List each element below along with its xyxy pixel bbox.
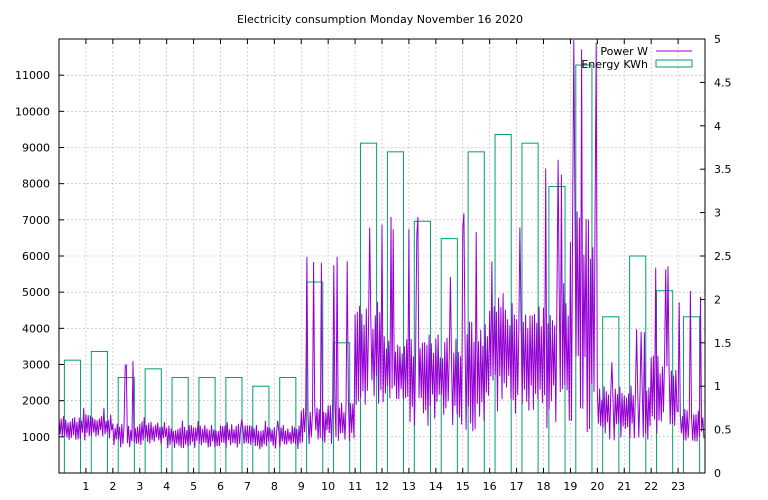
x-tick-label: 12 [375,480,389,493]
y-left-tick-label: 7000 [22,214,50,227]
y-axis-right: 0 0.5 1 1.5 2 2.5 3 3.5 4 4.5 5 [700,33,732,480]
x-tick-label: 7 [244,480,251,493]
x-tick-label: 8 [271,480,278,493]
power-line [58,39,705,450]
y-right-tick-label: 0.5 [714,424,732,437]
y-right-tick-label: 4.5 [714,76,732,89]
x-tick-label: 13 [402,480,416,493]
energy-bar [63,359,82,474]
energy-bar [90,350,108,474]
energy-bar [279,377,297,474]
x-tick-label: 9 [298,480,305,493]
y-left-tick-label: 2000 [22,395,50,408]
chart-title: Electricity consumption Monday November … [237,13,523,26]
energy-bar [252,385,270,474]
y-left-tick-label: 6000 [22,250,50,263]
legend-energy-label: Energy KWh [581,58,648,71]
y-right-tick-label: 1 [714,380,721,393]
y-left-tick-label: 11000 [15,69,50,82]
x-tick-label: 15 [456,480,470,493]
x-tick-label: 10 [321,480,335,493]
energy-bar [521,142,539,474]
y-left-tick-label: 4000 [22,322,50,335]
y-right-tick-label: 4 [714,120,721,133]
y-right-tick-label: 2.5 [714,250,732,263]
y-left-tick-label: 5000 [22,286,50,299]
power-series [58,39,705,450]
energy-bar [198,377,216,474]
chart-legend: Power W Energy KWh [581,45,693,71]
y-right-tick-label: 3 [714,207,721,220]
y-right-tick-label: 3.5 [714,163,732,176]
y-right-tick-label: 2 [714,293,721,306]
x-tick-label: 3 [136,480,143,493]
x-tick-label: 4 [163,480,170,493]
x-tick-label: 5 [190,480,197,493]
x-tick-label: 19 [563,480,577,493]
y-left-tick-label: 3000 [22,359,50,372]
energy-bar [144,368,162,474]
y-right-tick-label: 5 [714,33,721,46]
y-axis-left: 1000 2000 3000 4000 5000 6000 7000 8000 9000 1000… [15,69,64,444]
x-tick-label: 2 [109,480,116,493]
y-left-tick-label: 1000 [22,431,50,444]
x-axis: 1 2 3 4 5 6 7 8 9 10 11 12 13 14 15 16 17 18 19 20 21 22 23 [82,39,685,493]
x-tick-label: 18 [537,480,551,493]
energy-bar [386,151,405,474]
x-tick-label: 22 [644,480,658,493]
energy-bar [171,377,189,474]
y-right-tick-label: 0 [714,467,721,480]
x-tick-label: 23 [671,480,685,493]
x-tick-label: 17 [510,480,524,493]
legend-power-label: Power W [600,45,648,58]
legend-energy-swatch [655,59,693,68]
x-tick-label: 14 [429,480,443,493]
y-left-tick-label: 8000 [22,178,50,191]
x-tick-label: 21 [617,480,631,493]
x-tick-label: 1 [82,480,89,493]
x-tick-label: 16 [483,480,497,493]
energy-bar [225,377,243,474]
x-tick-label: 20 [590,480,604,493]
x-tick-label: 11 [348,480,362,493]
y-right-tick-label: 1.5 [714,337,732,350]
y-left-tick-label: 10000 [15,105,50,118]
x-tick-label: 6 [217,480,224,493]
y-left-tick-label: 9000 [22,142,50,155]
